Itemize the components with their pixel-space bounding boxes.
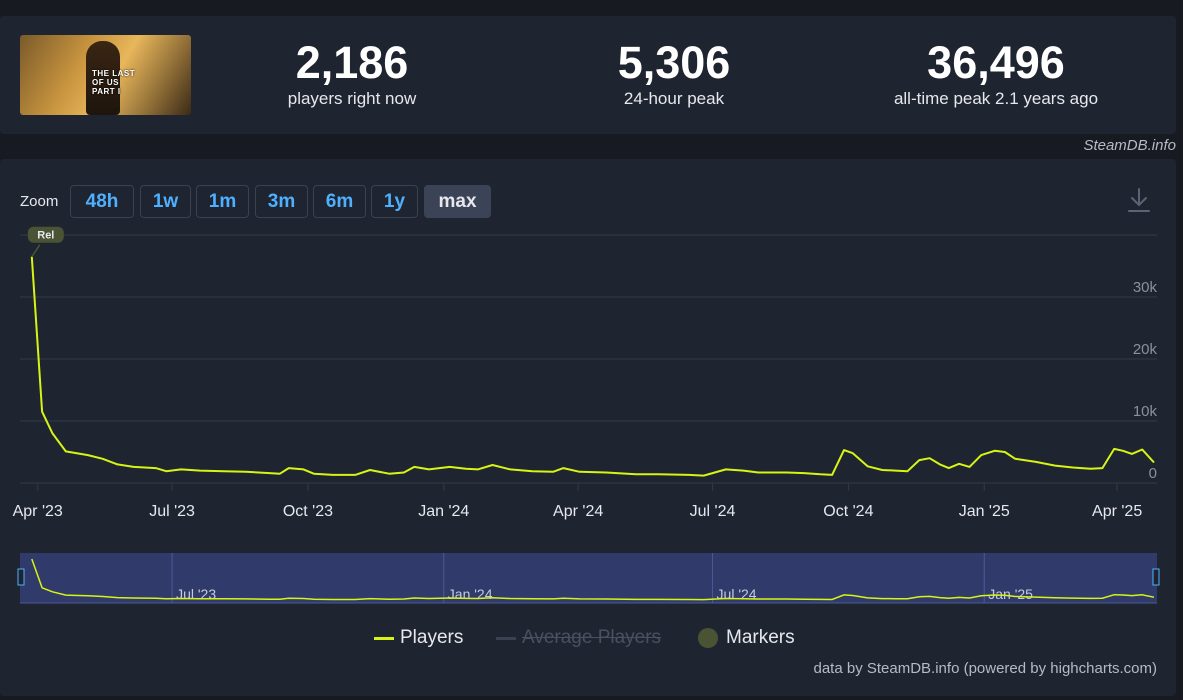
- navigator-window: [20, 553, 1157, 603]
- y-tick-label: 10k: [1133, 403, 1158, 420]
- zoom-48h-button[interactable]: 48h: [70, 185, 134, 218]
- steamdb-credit[interactable]: SteamDB.info: [1083, 137, 1176, 154]
- chart-legend: Players Average Players Markers: [0, 627, 1176, 653]
- legend-markers[interactable]: Markers: [698, 627, 795, 649]
- navigator-tick-label: Jul '23: [176, 586, 216, 602]
- zoom-max-button[interactable]: max: [424, 185, 491, 218]
- legend-players[interactable]: Players: [374, 627, 463, 649]
- stat-label: 24-hour peak: [623, 89, 725, 108]
- x-tick-label: Apr '25: [1092, 503, 1142, 520]
- legend-label: Players: [400, 627, 464, 648]
- x-tick-label: Oct '24: [823, 503, 873, 520]
- game-thumbnail[interactable]: THE LAST OF US PART I: [20, 35, 191, 115]
- stat-value: 2,186: [295, 37, 409, 88]
- navigator-right-handle: [1152, 568, 1160, 586]
- x-tick-label: Jul '23: [149, 503, 195, 520]
- stat-24h-peak: 5,306 24-hour peak: [584, 38, 764, 110]
- legend-dot-swatch: [698, 628, 718, 648]
- stat-all-time-peak: 36,496 all-time peak 2.1 years ago: [866, 38, 1126, 110]
- zoom-3m-button[interactable]: 3m: [255, 185, 308, 218]
- stat-label: all-time peak 2.1 years ago: [893, 89, 1099, 108]
- x-tick-label: Jan '24: [418, 503, 469, 520]
- x-tick-label: Apr '23: [13, 503, 63, 520]
- x-tick-label: Apr '24: [553, 503, 603, 520]
- y-tick-label: 20k: [1133, 341, 1158, 358]
- y-tick-label: 0: [1149, 465, 1157, 482]
- legend-label: Markers: [726, 627, 795, 648]
- stat-current-players: 2,186 players right now: [262, 38, 442, 110]
- legend-line-swatch: [496, 636, 516, 640]
- players-series-line: [30, 256, 1155, 477]
- zoom-1y-button[interactable]: 1y: [371, 185, 418, 218]
- chart-panel: Zoom 48h 1w 1m 3m 6m 1y max 0 10k 20k 30k Ap…: [0, 159, 1176, 696]
- x-tick-label: Oct '23: [283, 503, 333, 520]
- game-logo-text: THE LAST OF US PART I: [92, 69, 136, 96]
- marker-flag: [27, 226, 64, 243]
- legend-average-players[interactable]: Average Players: [496, 627, 661, 649]
- player-count-chart[interactable]: 0 10k 20k 30k Apr '23 Jul '23 Oct '23 Jan '24 Ap…: [0, 159, 1176, 619]
- legend-line-swatch: [374, 636, 394, 640]
- navigator-tick-label: Jan '24: [448, 586, 493, 602]
- download-icon[interactable]: [1126, 186, 1152, 214]
- zoom-6m-button[interactable]: 6m: [313, 185, 366, 218]
- zoom-1m-button[interactable]: 1m: [196, 185, 249, 218]
- stats-header: THE LAST OF US PART I 2,186 players righ…: [0, 16, 1176, 134]
- y-tick-label: 30k: [1133, 279, 1158, 296]
- navigator-series-line: [31, 558, 1155, 601]
- stat-value: 5,306: [617, 37, 731, 88]
- stat-label: players right now: [287, 89, 417, 108]
- navigator-left-handle: [17, 568, 25, 586]
- marker-label: Rel: [37, 230, 54, 242]
- x-tick-label: Jan '25: [959, 503, 1010, 520]
- legend-label: Average Players: [522, 627, 662, 648]
- character-figure: [86, 41, 120, 115]
- navigator-tick-label: Jul '24: [717, 586, 757, 602]
- zoom-1w-button[interactable]: 1w: [140, 185, 191, 218]
- highcharts-credit[interactable]: data by SteamDB.info (powered by highcha…: [813, 660, 1158, 677]
- navigator-tick-label: Jan '25: [988, 586, 1033, 602]
- marker-stem: [31, 244, 41, 258]
- x-tick-label: Jul '24: [690, 503, 736, 520]
- stat-value: 36,496: [927, 37, 1065, 88]
- zoom-label: Zoom: [20, 193, 59, 210]
